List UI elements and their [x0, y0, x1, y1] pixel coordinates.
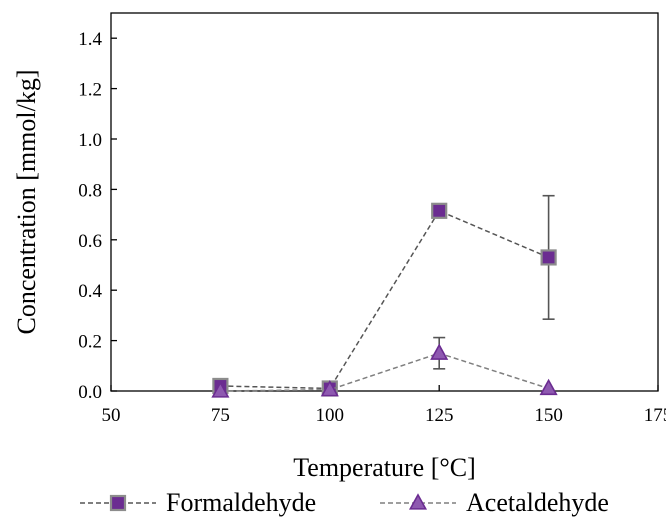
data-point [320, 379, 339, 397]
x-tick-label: 50 [102, 405, 121, 426]
y-tick-label: 0.4 [78, 281, 102, 302]
legend-label: Formaldehyde [166, 488, 316, 517]
y-axis-title: Concentration [mmol/kg] [12, 69, 41, 334]
legend-marker [408, 493, 428, 510]
plot-border [110, 12, 659, 392]
y-tick-label: 1.2 [78, 80, 102, 101]
y-tick-label: 0.0 [78, 382, 102, 403]
legend-label: Acetaldehyde [466, 488, 609, 517]
series-formaldehyde [212, 194, 557, 397]
data-point [430, 343, 449, 360]
plot-area [110, 12, 659, 392]
x-axis: 50 75 100 125 150 175 [102, 385, 666, 426]
y-tick-label: 0.2 [78, 332, 102, 353]
data-point [211, 381, 230, 398]
data-point [540, 249, 557, 266]
y-tick-label: 0.8 [78, 180, 102, 201]
y-tick-label: 1.4 [78, 29, 102, 50]
legend-item-acetaldehyde: Acetaldehyde [380, 488, 609, 517]
x-axis-title: Temperature [°C] [293, 453, 476, 482]
data-point [431, 202, 448, 219]
series-acetaldehyde [211, 336, 558, 398]
x-tick-label: 100 [316, 405, 345, 426]
x-tick-label: 125 [425, 405, 454, 426]
series-line [220, 209, 549, 390]
legend-marker [109, 494, 127, 512]
series-layer [211, 194, 558, 398]
y-tick-label: 1.0 [78, 130, 102, 151]
data-point [539, 378, 558, 396]
y-axis: 0.0 0.2 0.4 0.6 0.8 1.0 1.2 1.4 [78, 29, 117, 403]
legend: Formaldehyde Acetaldehyde [80, 488, 609, 517]
x-tick-label: 150 [534, 405, 563, 426]
y-tick-label: 0.6 [78, 231, 102, 252]
legend-item-formaldehyde: Formaldehyde [80, 488, 316, 517]
x-tick-label: 175 [644, 405, 666, 426]
x-tick-label: 75 [211, 405, 230, 426]
series-line [220, 352, 549, 392]
